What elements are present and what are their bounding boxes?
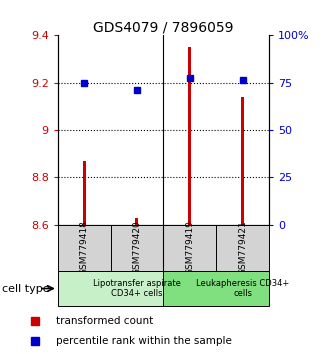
Text: Lipotransfer aspirate
CD34+ cells: Lipotransfer aspirate CD34+ cells	[93, 279, 181, 298]
Bar	[136, 218, 138, 225]
Title: GDS4079 / 7896059: GDS4079 / 7896059	[93, 20, 234, 34]
Bar	[58, 225, 111, 271]
Text: GSM779420: GSM779420	[132, 221, 142, 275]
Bar	[188, 47, 191, 225]
Text: cell type: cell type	[2, 284, 50, 293]
Text: GSM779419: GSM779419	[185, 220, 194, 275]
Text: percentile rank within the sample: percentile rank within the sample	[56, 336, 232, 346]
Text: transformed count: transformed count	[56, 316, 153, 326]
Bar	[111, 225, 163, 271]
Bar	[216, 225, 269, 271]
Bar	[163, 225, 216, 271]
Text: GSM779418: GSM779418	[80, 220, 89, 275]
Bar	[163, 271, 269, 306]
Text: GSM779421: GSM779421	[238, 221, 247, 275]
Bar	[83, 161, 85, 225]
Bar	[58, 271, 163, 306]
Bar	[241, 97, 244, 225]
Text: Leukapheresis CD34+
cells: Leukapheresis CD34+ cells	[196, 279, 289, 298]
